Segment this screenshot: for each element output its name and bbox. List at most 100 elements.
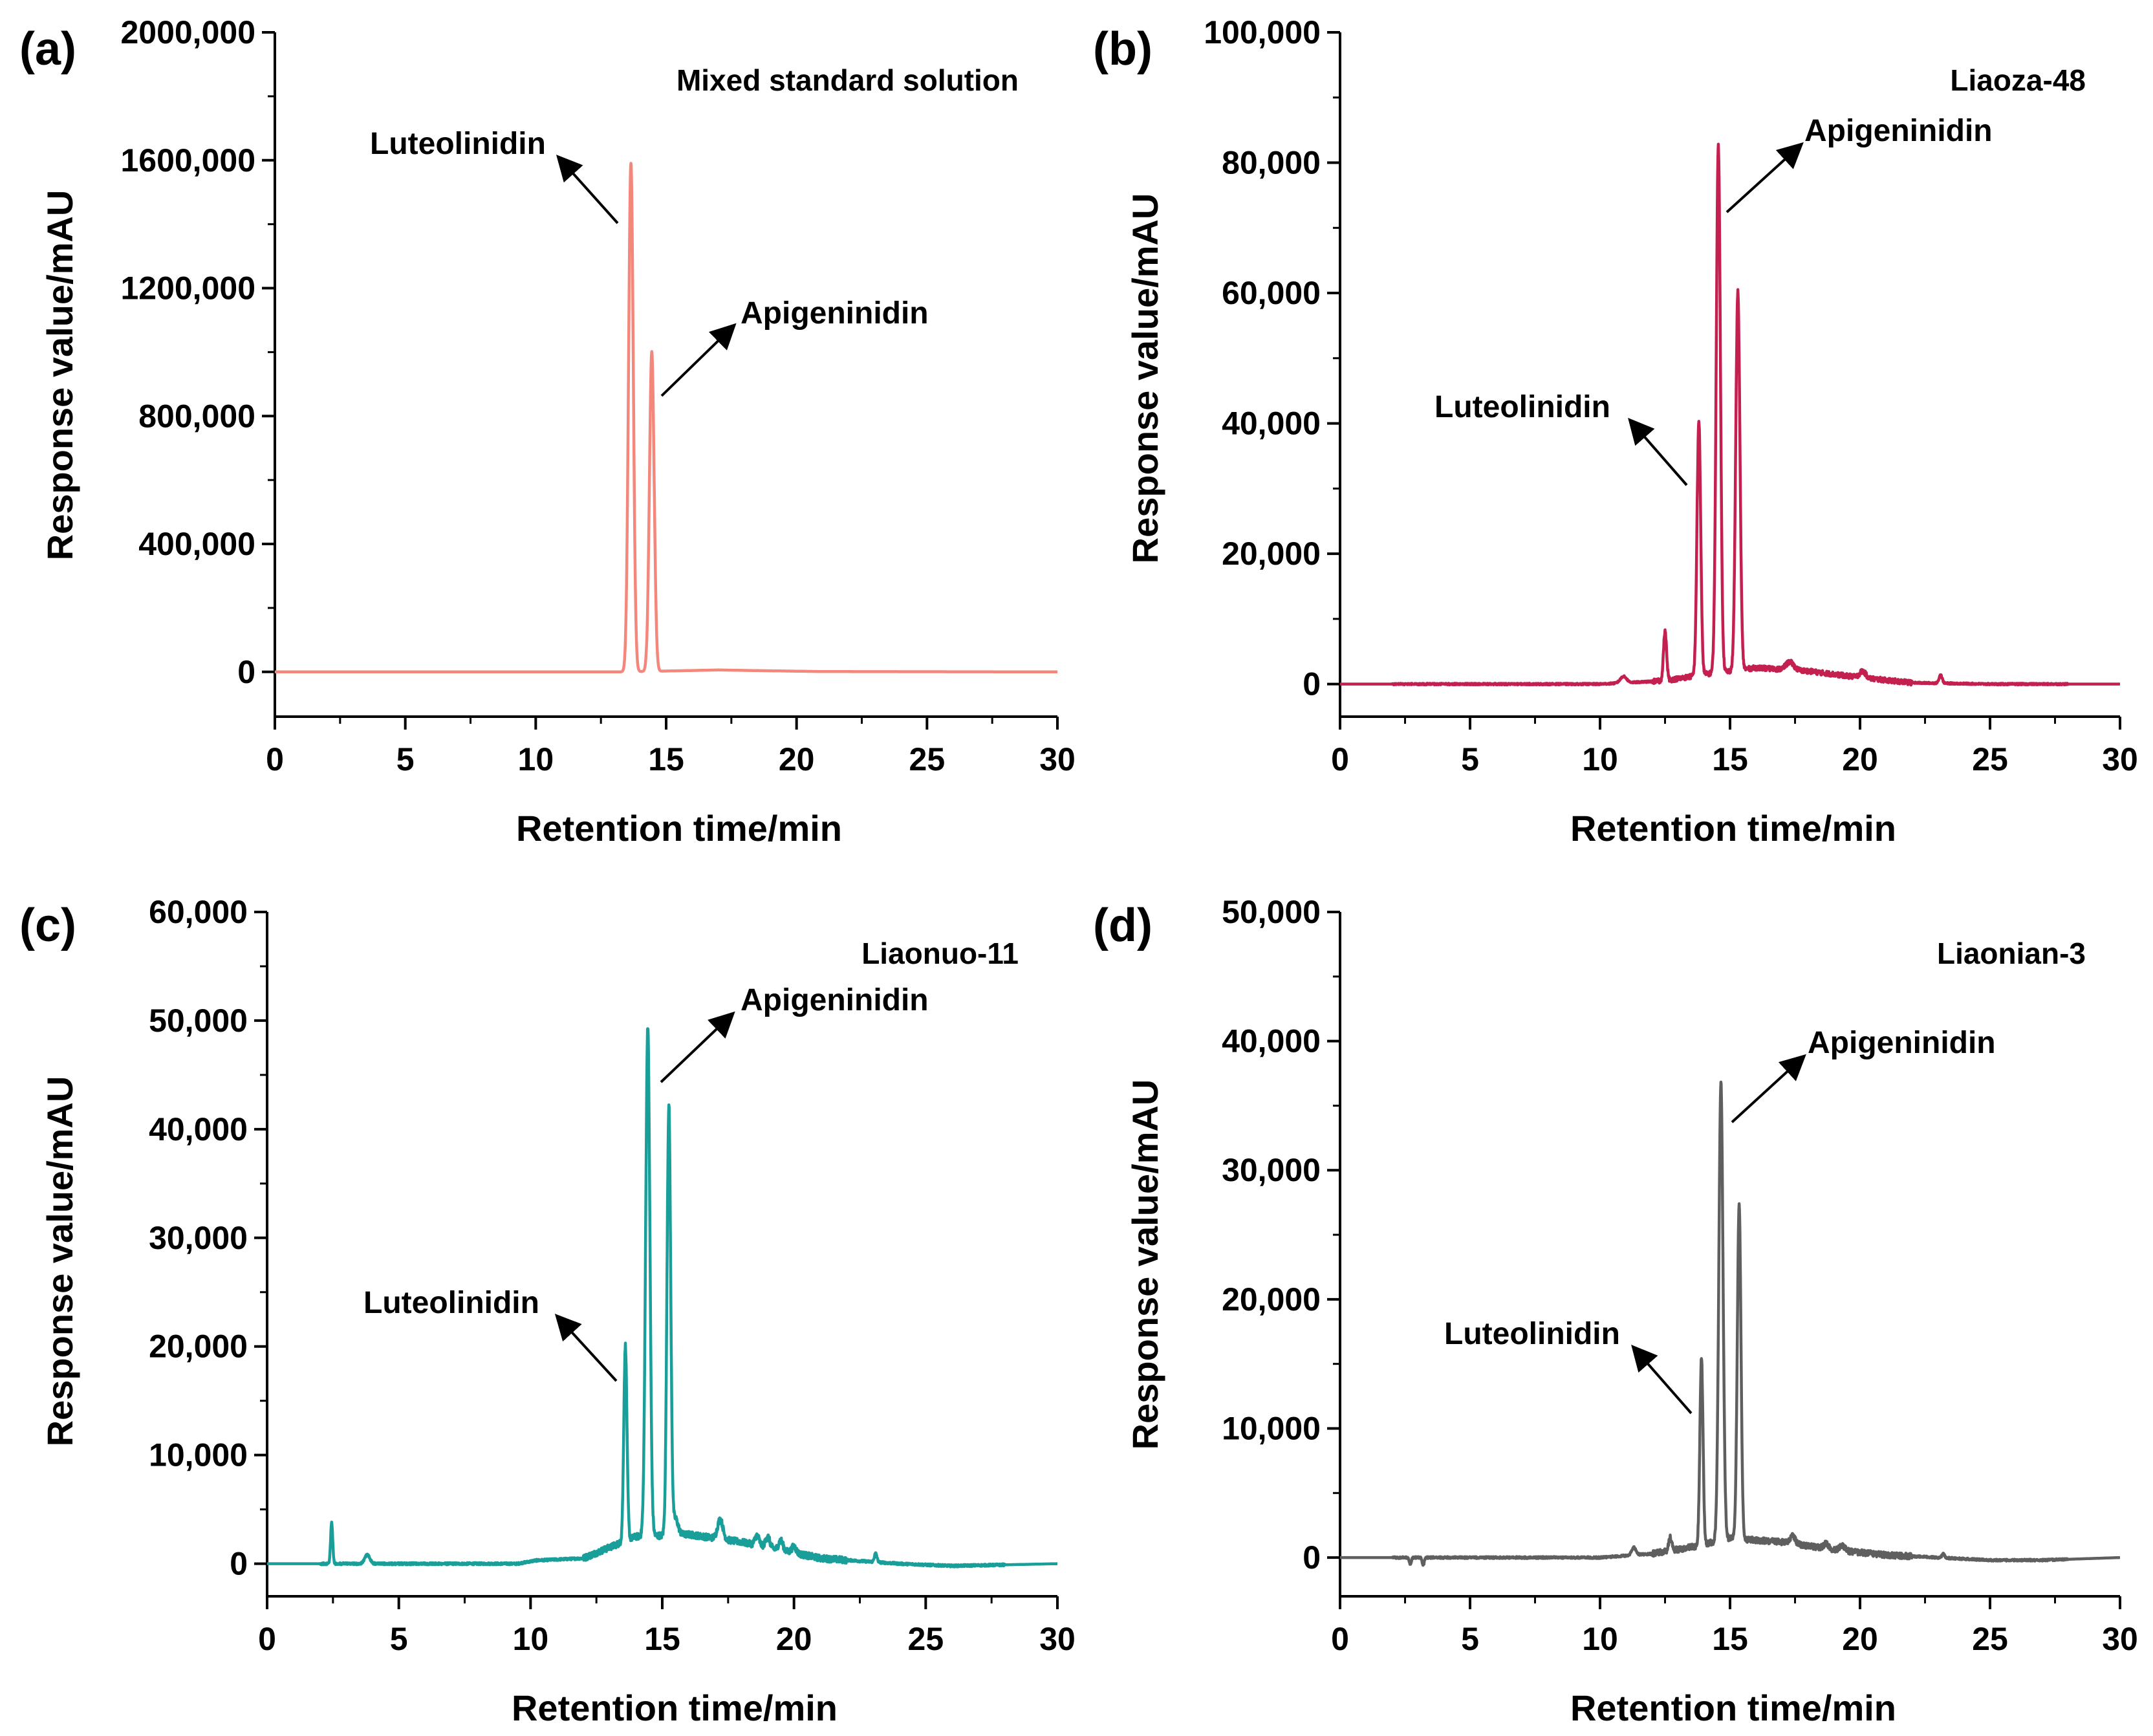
y-tick-label: 50,000 xyxy=(149,1003,248,1039)
panel-d-title: Liaonian-3 xyxy=(1937,937,2086,970)
x-tick-label: 10 xyxy=(513,1621,549,1657)
x-tick-label: 15 xyxy=(644,1621,680,1657)
panel-d-x-ticks: 0 5 10 15 20 25 30 xyxy=(1331,1621,2138,1657)
peak-label-luteolinidin: Luteolinidin xyxy=(363,1286,539,1320)
panel-d: (d) Liaonian-3 Retention time/min Respon… xyxy=(1093,894,2138,1728)
panel-a-annotations: Luteolinidin Apigeninidin xyxy=(370,127,929,331)
peak-label-apigeninidin: Apigeninidin xyxy=(1808,1026,1996,1060)
panel-d-y-axis-title: Response value/mAU xyxy=(1125,1080,1165,1450)
panel-d-x-axis-title: Retention time/min xyxy=(1570,1687,1896,1728)
x-tick-label: 5 xyxy=(396,741,415,777)
y-tick-label: 60,000 xyxy=(149,894,248,930)
y-tick-label: 40,000 xyxy=(1222,1023,1321,1059)
y-tick-label: 0 xyxy=(1303,1539,1321,1576)
x-tick-label: 20 xyxy=(1842,1621,1878,1657)
y-tick-label: 0 xyxy=(237,654,255,690)
x-tick-label: 25 xyxy=(909,741,946,777)
panel-c-x-ticks: 0 5 10 15 20 25 30 xyxy=(258,1621,1076,1657)
panel-a-x-axis-title: Retention time/min xyxy=(516,808,842,849)
panel-a: (a) Mixed standard solution Retention ti… xyxy=(19,14,1076,849)
panel-c-x-axis-title: Retention time/min xyxy=(512,1687,838,1728)
panel-a-y-axis-title: Response value/mAU xyxy=(39,190,80,561)
x-tick-label: 25 xyxy=(908,1621,944,1657)
panel-a-title: Mixed standard solution xyxy=(676,63,1019,97)
y-tick-label: 800,000 xyxy=(138,398,255,434)
chromatogram-line xyxy=(275,164,1057,672)
annotation-arrow xyxy=(1727,147,1798,212)
panel-a-y-ticks: 0 400,000 800,000 1200,000 1600,000 2000… xyxy=(120,14,255,690)
panel-b-letter: (b) xyxy=(1093,23,1152,75)
x-tick-label: 20 xyxy=(1842,741,1878,777)
panel-c-title: Liaonuo-11 xyxy=(861,937,1019,970)
panel-a-letter: (a) xyxy=(19,23,76,75)
y-tick-label: 30,000 xyxy=(1222,1152,1321,1188)
panel-b: (b) Liaoza-48 Retention time/min Respons… xyxy=(1093,14,2138,849)
x-tick-label: 30 xyxy=(1039,1621,1076,1657)
panel-c: (c) Liaonuo-11 Retention time/min Respon… xyxy=(19,894,1076,1728)
x-tick-label: 5 xyxy=(1461,741,1479,777)
x-tick-label: 0 xyxy=(258,1621,276,1657)
x-tick-label: 25 xyxy=(1972,741,2008,777)
x-tick-label: 10 xyxy=(518,741,554,777)
x-tick-label: 15 xyxy=(1712,741,1748,777)
y-tick-label: 0 xyxy=(1303,666,1321,702)
y-tick-label: 30,000 xyxy=(149,1220,248,1256)
panel-d-letter: (d) xyxy=(1093,900,1152,951)
annotation-arrow xyxy=(561,160,618,223)
x-tick-label: 15 xyxy=(1712,1621,1748,1657)
y-tick-label: 50,000 xyxy=(1222,894,1321,930)
annotation-arrow xyxy=(1732,1059,1801,1122)
y-tick-label: 40,000 xyxy=(1222,406,1321,442)
panel-b-y-axis-title: Response value/mAU xyxy=(1125,193,1165,564)
peak-label-luteolinidin: Luteolinidin xyxy=(370,127,546,161)
y-tick-label: 1600,000 xyxy=(120,142,255,179)
x-tick-label: 20 xyxy=(776,1621,812,1657)
x-tick-label: 0 xyxy=(266,741,284,777)
x-tick-label: 0 xyxy=(1331,1621,1349,1657)
y-tick-label: 80,000 xyxy=(1222,145,1321,181)
y-tick-label: 40,000 xyxy=(149,1111,248,1147)
annotation-arrow xyxy=(662,329,731,396)
y-tick-label: 10,000 xyxy=(149,1437,248,1473)
panel-b-x-axis-title: Retention time/min xyxy=(1570,808,1896,849)
annotation-arrow xyxy=(661,1017,730,1082)
x-tick-label: 10 xyxy=(1582,741,1618,777)
x-tick-label: 30 xyxy=(2102,741,2138,777)
panel-b-y-ticks: 0 20,000 40,000 60,000 80,000 100,000 xyxy=(1204,14,1321,702)
peak-label-apigeninidin: Apigeninidin xyxy=(741,296,929,331)
x-tick-label: 30 xyxy=(1039,741,1076,777)
y-tick-label: 20,000 xyxy=(1222,1281,1321,1318)
peak-label-luteolinidin: Luteolinidin xyxy=(1444,1317,1620,1351)
y-tick-label: 2000,000 xyxy=(120,14,255,50)
x-tick-label: 10 xyxy=(1582,1621,1618,1657)
panel-c-letter: (c) xyxy=(19,900,76,951)
y-tick-label: 60,000 xyxy=(1222,275,1321,311)
x-tick-label: 0 xyxy=(1331,741,1349,777)
panel-d-y-ticks: 0 10,000 20,000 30,000 40,000 50,000 xyxy=(1222,894,1321,1576)
panel-b-annotations: Luteolinidin Apigeninidin xyxy=(1434,114,1993,424)
x-tick-label: 30 xyxy=(2102,1621,2138,1657)
y-tick-label: 1200,000 xyxy=(120,270,255,307)
x-tick-label: 5 xyxy=(390,1621,408,1657)
y-tick-label: 20,000 xyxy=(1222,536,1321,572)
y-tick-label: 10,000 xyxy=(1222,1410,1321,1446)
panel-c-y-axis-title: Response value/mAU xyxy=(39,1076,80,1447)
annotation-arrow xyxy=(1636,1351,1691,1413)
x-tick-label: 5 xyxy=(1461,1621,1479,1657)
panel-b-x-ticks: 0 5 10 15 20 25 30 xyxy=(1331,741,2138,777)
panel-b-title: Liaoza-48 xyxy=(1950,63,2086,97)
y-tick-label: 0 xyxy=(230,1546,248,1582)
y-tick-label: 400,000 xyxy=(138,526,255,562)
y-tick-label: 100,000 xyxy=(1204,14,1321,50)
peak-label-apigeninidin: Apigeninidin xyxy=(1804,114,1993,148)
annotation-arrow xyxy=(1633,424,1687,485)
panel-c-y-ticks: 0 10,000 20,000 30,000 40,000 50,000 60,… xyxy=(149,894,248,1582)
panel-a-x-ticks: 0 5 10 15 20 25 30 xyxy=(266,741,1076,777)
annotation-arrow xyxy=(560,1319,616,1381)
peak-label-apigeninidin: Apigeninidin xyxy=(741,983,929,1017)
y-tick-label: 20,000 xyxy=(149,1329,248,1365)
x-tick-label: 15 xyxy=(648,741,684,777)
peak-label-luteolinidin: Luteolinidin xyxy=(1434,390,1610,424)
x-tick-label: 25 xyxy=(1972,1621,2008,1657)
x-tick-label: 20 xyxy=(779,741,815,777)
